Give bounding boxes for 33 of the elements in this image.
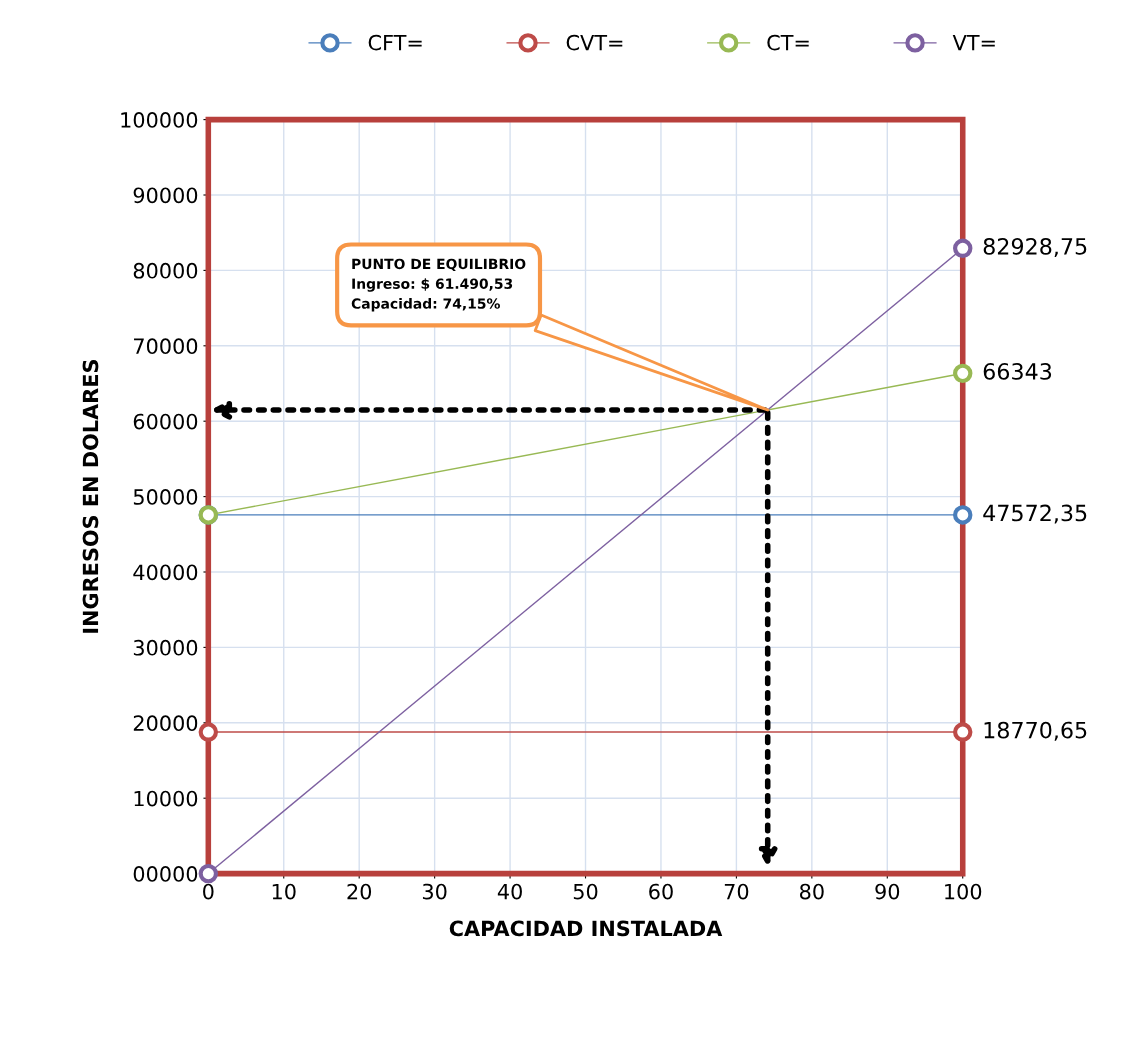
y-tick-label: 100000 <box>121 112 198 128</box>
legend-label: CFT= <box>368 34 422 51</box>
x-tick-label: 50 <box>573 883 598 900</box>
x-tick-label: 70 <box>724 883 749 900</box>
data-label: 18770,65 <box>984 721 1087 741</box>
data-label: 47572,35 <box>983 504 1087 524</box>
y-tick-label: 90000 <box>133 187 198 204</box>
y-tick-label: 80000 <box>133 262 198 279</box>
legend-label: CT= <box>767 34 809 51</box>
legend-label: VT= <box>952 34 995 51</box>
y-tick-label: 70000 <box>134 338 198 355</box>
annotation: PUNTO DE EQUILIBRIO Ingreso: $ 61.490,53 Capacidad: 74,15% <box>351 258 526 312</box>
legend-label: CVT= <box>566 34 623 51</box>
x-tick-label: 60 <box>649 883 673 900</box>
x-tick-label: 80 <box>800 883 824 900</box>
x-tick-label: 20 <box>347 883 372 900</box>
x-tick-label: 10 <box>272 883 296 900</box>
x-axis-title: CAPACIDAD INSTALADA <box>449 920 723 937</box>
y-axis-title: INGRESOS EN DOLARES <box>82 360 99 633</box>
data-label: 66343 <box>983 363 1052 380</box>
y-tick-label: 00000 <box>133 866 198 882</box>
y-tick-label: 20000 <box>133 715 198 732</box>
y-tick-label: 40000 <box>133 564 198 581</box>
data-label: 82928,75 <box>983 237 1087 258</box>
x-tick-label: 30 <box>422 883 447 900</box>
x-tick-label: 90 <box>875 883 900 900</box>
y-tick-label: 50000 <box>133 489 198 505</box>
y-tick-label: 30000 <box>133 639 198 656</box>
x-tick-label: 100 <box>945 883 982 900</box>
y-tick-label: 10000 <box>134 790 198 807</box>
y-tick-label: 60000 <box>133 413 198 430</box>
x-tick-label: 40 <box>497 883 522 900</box>
x-tick-label: 0 <box>203 883 214 900</box>
